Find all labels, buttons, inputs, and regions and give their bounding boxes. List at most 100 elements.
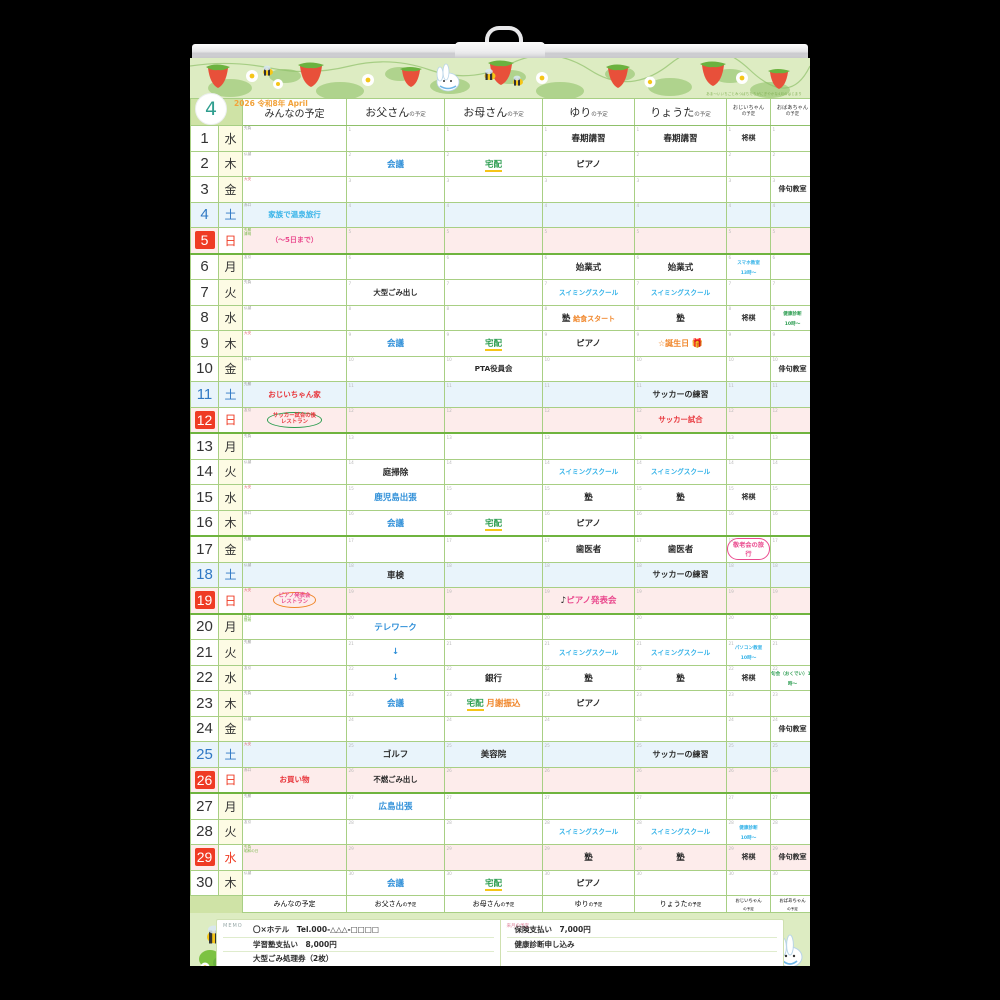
cell-all-14[interactable]: 仏滅 [242,458,347,485]
cell-grandpa-2[interactable]: 2 [726,150,771,177]
memo-right-line-0[interactable]: 保険支払い 7,000円 [506,923,777,938]
cell-father-3[interactable]: 3 [346,176,445,203]
memo-right-line-1[interactable]: 健康診断申し込み [506,938,777,952]
cell-father-19[interactable]: 19 [346,587,445,614]
cell-father-28[interactable]: 28 [346,818,445,845]
cell-mother-3[interactable]: 3 [444,176,543,203]
cell-grandpa-25[interactable]: 25 [726,741,771,768]
cell-grandpa-3[interactable]: 3 [726,176,771,203]
cell-grandma-27[interactable]: 27 [770,792,810,820]
cell-yuri-28[interactable]: 28 スイミングスクール [542,818,635,845]
cell-yuri-17[interactable]: 17 歯医者 [542,535,635,563]
cell-all-13[interactable]: 先負 [242,432,347,460]
cell-ryota-30[interactable]: 30 [634,869,727,896]
cell-all-10[interactable]: 赤口 [242,355,347,382]
cell-grandpa-6[interactable]: 6 スマホ教室 13時〜 [726,252,771,280]
cell-all-17[interactable]: 先勝 [242,535,347,563]
cell-yuri-14[interactable]: 14 スイミングスクール [542,458,635,485]
cell-all-24[interactable]: 仏滅 [242,715,347,742]
cell-ryota-27[interactable]: 27 [634,792,727,820]
cell-mother-17[interactable]: 17 [444,535,543,563]
memo-right-line-2[interactable] [506,952,777,966]
memo-right-lines[interactable]: 保険支払い 7,000円 健康診断申し込み [506,923,777,966]
cell-grandma-3[interactable]: 3 俳句教室 [770,176,810,203]
memo-left-line-2[interactable]: 大型ごみ処理券（2枚） [223,952,494,966]
memo-box[interactable]: MEMO 〇×ホテル Tel.000-△△△-□□□□ 学習塾支払い 8,000円… [216,919,784,966]
cell-mother-16[interactable]: 16 宅配 [444,509,543,537]
cell-all-2[interactable]: 仏滅 [242,150,347,177]
cell-father-30[interactable]: 30 会議 [346,869,445,896]
cell-all-16[interactable]: 赤口 [242,509,347,537]
cell-mother-14[interactable]: 14 [444,458,543,485]
cell-all-23[interactable]: 先負 [242,690,347,717]
cell-yuri-9[interactable]: 9 ピアノ [542,330,635,357]
cell-yuri-18[interactable]: 18 [542,561,635,588]
cell-yuri-1[interactable]: 1 春期講習 [542,125,635,152]
cell-father-9[interactable]: 9 会議 [346,330,445,357]
cell-mother-7[interactable]: 7 [444,279,543,306]
cell-father-4[interactable]: 4 [346,201,445,228]
cell-grandma-7[interactable]: 7 [770,279,810,306]
cell-ryota-1[interactable]: 1 春期講習 [634,125,727,152]
cell-grandma-9[interactable]: 9 [770,330,810,357]
cell-father-7[interactable]: 7 大型ごみ出し [346,279,445,306]
cell-yuri-5[interactable]: 5 [542,227,635,254]
cell-ryota-6[interactable]: 6 始業式 [634,252,727,280]
cell-father-15[interactable]: 15 鹿児島出張 [346,484,445,511]
cell-grandma-5[interactable]: 5 [770,227,810,254]
cell-grandpa-9[interactable]: 9 [726,330,771,357]
cell-father-1[interactable]: 1 [346,125,445,152]
cell-grandpa-4[interactable]: 4 [726,201,771,228]
cell-grandma-8[interactable]: 8 健康診断 10時〜 [770,304,810,331]
cell-grandpa-19[interactable]: 19 [726,587,771,614]
cell-ryota-28[interactable]: 28 スイミングスクール [634,818,727,845]
cell-grandpa-23[interactable]: 23 [726,690,771,717]
cell-all-22[interactable]: 友引 [242,664,347,691]
cell-father-29[interactable]: 29 [346,844,445,871]
cell-all-1[interactable]: 先負 [242,125,347,152]
cell-ryota-23[interactable]: 23 [634,690,727,717]
cell-grandpa-21[interactable]: 21 パソコン教室 10時〜 [726,639,771,666]
cell-grandpa-28[interactable]: 28 健康診断 10時〜 [726,818,771,845]
cell-yuri-30[interactable]: 30 ピアノ [542,869,635,896]
cell-grandpa-8[interactable]: 8 将棋 [726,304,771,331]
cell-mother-23[interactable]: 23 宅配 月謝振込 [444,690,543,717]
cell-mother-25[interactable]: 25 美容院 [444,741,543,768]
cell-grandpa-20[interactable]: 20 [726,612,771,640]
cell-yuri-16[interactable]: 16 ピアノ [542,509,635,537]
cell-father-26[interactable]: 26 不燃ごみ出し [346,766,445,794]
cell-ryota-18[interactable]: 18 サッカーの練習 [634,561,727,588]
cell-ryota-12[interactable]: 12 サッカー試合 [634,406,727,434]
cell-all-5[interactable]: 先勝 清明 （〜5日まで） [242,227,347,254]
cell-yuri-13[interactable]: 13 [542,432,635,460]
cell-father-12[interactable]: 12 [346,406,445,434]
cell-father-11[interactable]: 11 [346,381,445,408]
cell-father-20[interactable]: 20 テレワーク [346,612,445,640]
cell-yuri-27[interactable]: 27 [542,792,635,820]
cell-grandpa-27[interactable]: 27 [726,792,771,820]
cell-mother-6[interactable]: 6 [444,252,543,280]
cell-all-8[interactable]: 仏滅 [242,304,347,331]
cell-grandma-24[interactable]: 24 俳句教室 [770,715,810,742]
cell-grandma-23[interactable]: 23 [770,690,810,717]
cell-grandpa-26[interactable]: 26 [726,766,771,794]
cell-grandpa-30[interactable]: 30 [726,869,771,896]
cell-ryota-20[interactable]: 20 [634,612,727,640]
cell-ryota-11[interactable]: 11 サッカーの練習 [634,381,727,408]
cell-grandma-12[interactable]: 12 [770,406,810,434]
cell-mother-28[interactable]: 28 [444,818,543,845]
cell-mother-27[interactable]: 27 [444,792,543,820]
cell-ryota-21[interactable]: 21 スイミングスクール [634,639,727,666]
cell-mother-11[interactable]: 11 [444,381,543,408]
cell-all-19[interactable]: 大安 ピアノ発表会 レストラン [242,587,347,614]
cell-grandpa-22[interactable]: 22 将棋 [726,664,771,691]
cell-ryota-5[interactable]: 5 [634,227,727,254]
cell-all-11[interactable]: 先勝 おじいちゃん家 [242,381,347,408]
cell-all-9[interactable]: 大安 [242,330,347,357]
cell-all-18[interactable]: 仏滅 [242,561,347,588]
cell-mother-24[interactable]: 24 [444,715,543,742]
memo-column-left[interactable]: MEMO 〇×ホテル Tel.000-△△△-□□□□ 学習塾支払い 8,000円… [217,920,501,966]
cell-mother-5[interactable]: 5 [444,227,543,254]
cell-mother-19[interactable]: 19 [444,587,543,614]
